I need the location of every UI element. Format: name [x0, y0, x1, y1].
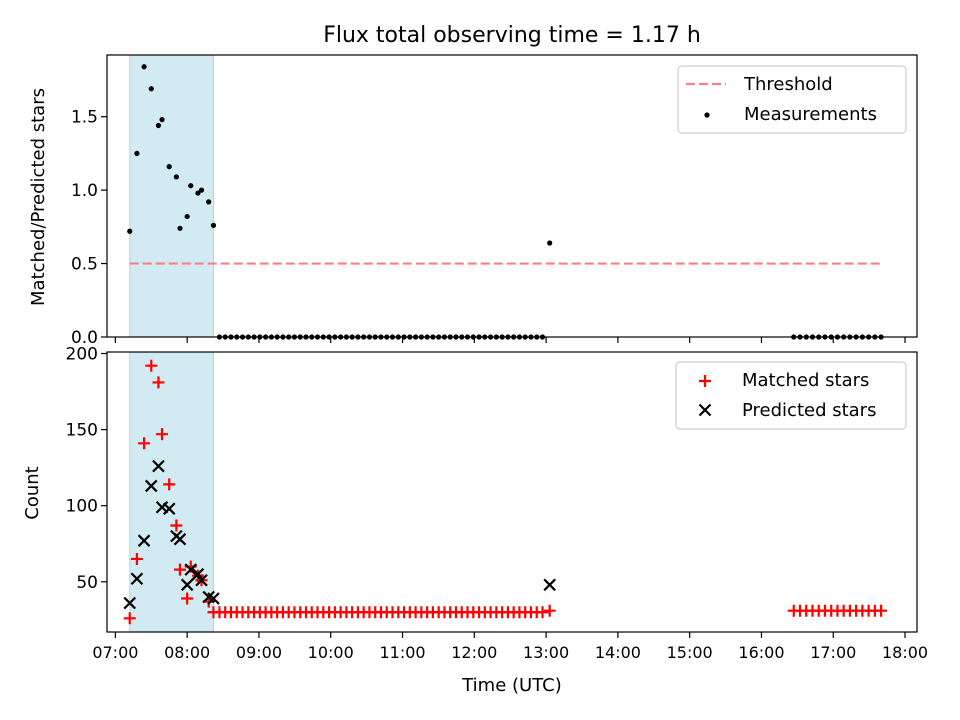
predicted-star-point — [137, 534, 151, 547]
observing-window-shade — [129, 54, 214, 338]
predicted-star-point — [123, 596, 137, 610]
predicted-star-point — [207, 592, 220, 605]
measurement-point — [184, 213, 190, 220]
top-panel: 0.0 0.5 1.0 1.5 Threshold Measurements — [71, 54, 918, 348]
legend-matched-label: Matched stars — [742, 370, 869, 391]
x-tick-label: 11:00 — [379, 643, 425, 662]
y-tick-label: 50 — [76, 573, 98, 593]
measurement-point — [134, 150, 140, 157]
measurement-point — [159, 117, 165, 123]
predicted-star-point — [191, 567, 205, 581]
x-tick-label: 17:00 — [810, 643, 856, 662]
bottom-y-axis-label: Count — [22, 466, 43, 519]
matched-star-point — [145, 359, 158, 372]
y-tick-label: 0.0 — [71, 328, 98, 348]
matched-star-point — [152, 376, 165, 389]
matched-star-point — [875, 604, 888, 617]
predicted-star-point — [144, 479, 158, 493]
figure-title: Flux total observing time = 1.17 h — [323, 23, 701, 48]
measurement-point — [195, 190, 201, 196]
x-tick-label: 08:00 — [164, 643, 210, 662]
legend-predicted-label: Predicted stars — [742, 400, 876, 421]
legend-threshold-label: Threshold — [743, 74, 833, 95]
measurement-point — [206, 199, 212, 205]
legend-box — [675, 361, 907, 430]
measurement-point — [166, 164, 172, 170]
predicted-star-point — [162, 502, 176, 516]
matched-star-point — [156, 428, 169, 441]
matched-star-point — [536, 606, 549, 619]
measurement-point — [547, 240, 553, 246]
legend-box — [677, 65, 907, 134]
measurement-point — [210, 222, 217, 228]
y-tick-label: 150 — [66, 421, 98, 441]
x-tick-label: 12:00 — [451, 643, 497, 662]
predicted-star-point — [180, 578, 194, 592]
x-tick-label: 15:00 — [667, 643, 713, 662]
observing-window-shade — [129, 351, 214, 633]
measurement-point — [188, 183, 194, 189]
bottom-panel: 50 100 150 200 07:00 08:00 09:00 10:00 11:00 12:0… — [66, 345, 929, 662]
predicted-star-point — [152, 459, 165, 473]
x-tick-label: 13:00 — [523, 643, 569, 662]
legend-measurements-swatch — [704, 112, 710, 118]
axes-frame — [106, 54, 918, 338]
x-tick-label: 10:00 — [308, 643, 354, 662]
matched-star-point — [543, 604, 556, 617]
x-tick-label: 07:00 — [92, 643, 138, 662]
legend-measurements-label: Measurements — [744, 104, 877, 125]
y-tick-label: 0.5 — [71, 255, 98, 275]
matched-star-point — [130, 552, 143, 565]
legend-predicted-swatch — [698, 403, 712, 417]
x-tick-label: 18:00 — [882, 643, 928, 662]
predicted-star-point — [130, 572, 144, 586]
matched-star-point — [123, 612, 136, 625]
matched-star-point — [138, 437, 151, 450]
measurement-point — [173, 174, 179, 180]
measurement-point — [148, 86, 154, 92]
y-tick-label: 100 — [66, 497, 98, 517]
matched-star-point — [170, 519, 183, 532]
x-axis-label: Time (UTC) — [461, 675, 562, 696]
x-tick-label: 14:00 — [595, 643, 641, 662]
y-tick-label: 200 — [66, 345, 98, 365]
measurement-point — [141, 64, 147, 70]
legend-matched-swatch — [699, 375, 711, 387]
predicted-star-point — [195, 573, 208, 587]
bottom-legend: Matched stars Predicted stars — [675, 361, 907, 430]
x-tick-label: 09:00 — [236, 643, 282, 662]
measurement-point — [155, 122, 162, 129]
top-legend: Threshold Measurements — [677, 65, 907, 134]
measurement-point — [198, 187, 205, 193]
measurement-point — [177, 225, 183, 231]
y-tick-label: 1.0 — [71, 181, 98, 201]
predicted-star-point — [543, 578, 556, 592]
predicted-star-point — [184, 563, 198, 576]
y-tick-label: 1.5 — [71, 108, 98, 128]
x-tick-label: 16:00 — [738, 643, 784, 662]
measurement-point — [127, 228, 133, 234]
matched-star-point — [181, 592, 194, 605]
axes-frame — [106, 351, 918, 633]
top-y-axis-label: Matched/Predicted stars — [28, 88, 49, 306]
matched-star-point — [163, 478, 176, 491]
predicted-star-point — [173, 532, 187, 546]
matched-star-point — [173, 563, 186, 576]
